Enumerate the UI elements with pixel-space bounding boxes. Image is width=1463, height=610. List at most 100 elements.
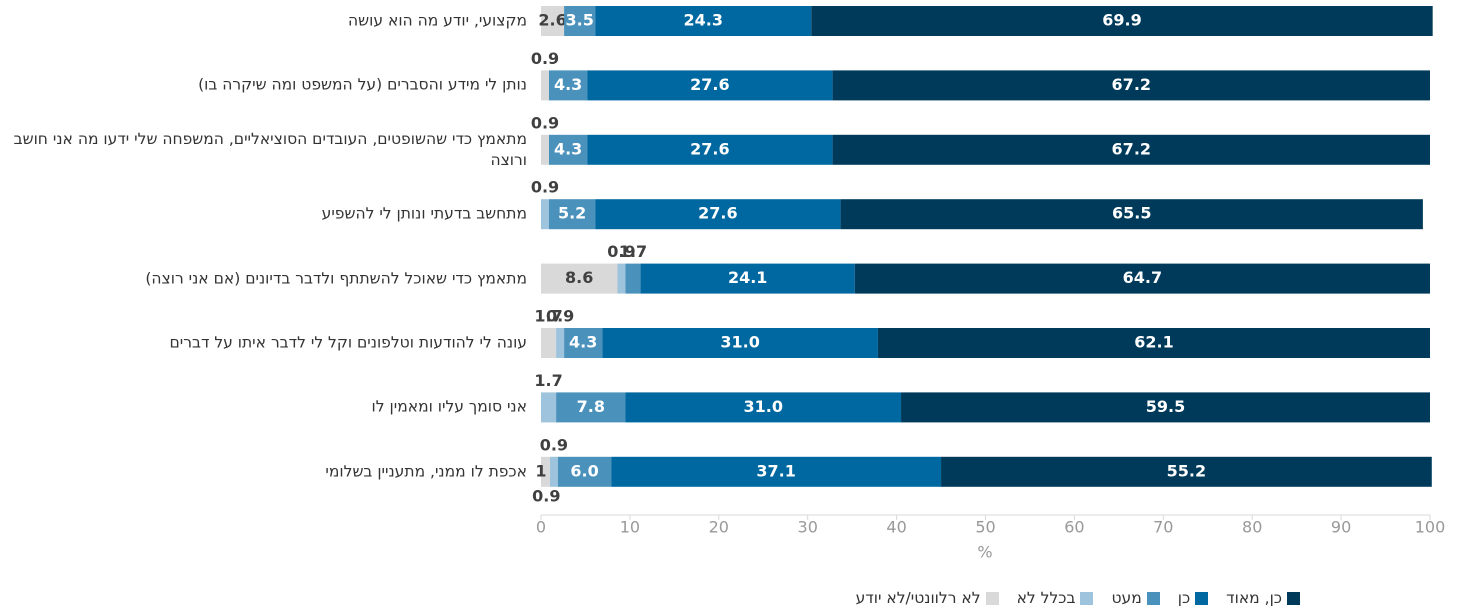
x-tick-label: 80 <box>1242 518 1262 537</box>
data-label: 6.0 <box>570 461 598 480</box>
bar-segment <box>625 392 902 423</box>
data-label: 0.9 <box>607 242 635 261</box>
legend-label: מעט <box>1111 589 1142 607</box>
category-label: מתאמץ כדי שאוכל להשתתף ולדבר בדיונים (אם… <box>145 269 527 288</box>
bar-segment <box>832 134 1430 165</box>
x-tick-label: 40 <box>886 518 906 537</box>
legend-label: כן <box>1177 589 1191 607</box>
data-label: 2.6 <box>538 11 566 30</box>
data-label: 0.9 <box>531 113 559 132</box>
legend-item: כן, מאוד <box>1226 589 1300 607</box>
legend-label: כן, מאוד <box>1226 589 1282 607</box>
legend-swatch <box>1287 591 1300 605</box>
data-label: 69.9 <box>1102 11 1141 30</box>
bar-segment <box>541 6 565 36</box>
x-tick-label: 100 <box>1415 518 1446 537</box>
data-label: 31.0 <box>720 333 759 352</box>
category-label: נותן לי מידע והסברים (על המשפט ומה שיקרה… <box>198 75 527 94</box>
x-axis-label: % <box>977 543 992 562</box>
annotation: 0.9 <box>532 486 560 505</box>
category-label: אכפת לו ממני, מתעניין בשלומי <box>325 462 527 481</box>
bar-segment <box>549 456 558 487</box>
bar-segment <box>556 328 565 358</box>
legend-item: לא רלוונטי/לא יודע <box>856 589 999 607</box>
bar-segment <box>549 199 596 230</box>
bar-segment <box>640 263 855 294</box>
bar-segment <box>811 6 1433 36</box>
bar-segment <box>877 328 1430 358</box>
x-tick-label: 0 <box>536 518 546 537</box>
legend-item: מעט <box>1111 589 1160 607</box>
bar-segment <box>625 263 641 294</box>
data-label: 24.3 <box>684 11 723 30</box>
data-label: 67.2 <box>1112 139 1151 158</box>
data-label: 67.2 <box>1112 75 1151 94</box>
legend-item: כן <box>1177 589 1209 607</box>
legend-swatch <box>1146 591 1160 605</box>
x-tick-label: 60 <box>1064 518 1084 537</box>
data-label: 1.7 <box>619 242 647 261</box>
bar-segment <box>549 70 588 101</box>
x-tick-label: 20 <box>709 518 729 537</box>
bar-segment <box>587 70 833 101</box>
data-label: 59.5 <box>1146 397 1185 416</box>
data-label: 7.8 <box>577 397 605 416</box>
legend: כן, מאוד כן מעט בכלל לא לא רלוונטי/לא יודע <box>700 589 1300 607</box>
x-tick-label: 50 <box>975 518 995 537</box>
bar-segment <box>595 6 812 36</box>
legend-item: בכלל לא <box>1017 589 1094 607</box>
x-tick-label: 90 <box>1331 518 1351 537</box>
bar-segment <box>832 70 1430 101</box>
bar-segment <box>840 199 1423 230</box>
data-label: 27.6 <box>690 139 729 158</box>
bar-segment <box>617 263 626 294</box>
legend-swatch <box>1080 591 1094 605</box>
data-label: 31.0 <box>744 397 783 416</box>
bar-segment <box>602 328 878 358</box>
data-label: 0.9 <box>531 178 559 197</box>
bar-segment <box>564 328 603 358</box>
data-label: 1.7 <box>534 371 562 390</box>
bar-segment <box>541 263 618 294</box>
legend-label: בכלל לא <box>1016 589 1076 607</box>
x-tick-label: 30 <box>798 518 818 537</box>
category-label: עונה לי להודעות וטלפונים וקל לי לדבר אית… <box>169 333 527 352</box>
legend-swatch <box>985 591 999 605</box>
bar-segment <box>564 6 596 36</box>
data-label: 8.6 <box>565 268 593 287</box>
data-label: 24.1 <box>728 268 767 287</box>
bar-segment <box>541 456 550 487</box>
bar-segment <box>611 456 942 487</box>
data-label: 62.1 <box>1134 333 1173 352</box>
bar-segment <box>854 263 1430 294</box>
bar-segment <box>541 328 557 358</box>
bar-segment <box>556 392 626 423</box>
data-label: 27.6 <box>690 75 729 94</box>
category-label: מתחשב בדעתי ונותן לי להשפיע <box>321 204 527 223</box>
category-label: מתאמץ כדי שהשופטים, העובדים הסוציאליים, … <box>13 129 527 169</box>
bar-segment <box>595 199 841 230</box>
data-label: 0.9 <box>540 435 568 454</box>
data-label: 27.6 <box>698 204 737 223</box>
bar-segment <box>557 456 612 487</box>
data-label: 55.2 <box>1167 461 1206 480</box>
bar-segment <box>541 134 550 165</box>
bar-segment <box>541 392 557 423</box>
bar-segment <box>541 199 550 230</box>
data-label: 1 <box>535 461 546 480</box>
data-label: 3.5 <box>565 11 593 30</box>
data-label: 4.3 <box>554 75 582 94</box>
legend-swatch <box>1195 591 1209 605</box>
data-label: 65.5 <box>1112 204 1151 223</box>
data-label: 0.9 <box>531 49 559 68</box>
bar-segment <box>941 456 1432 487</box>
bar-segment <box>587 134 833 165</box>
data-label: 37.1 <box>756 461 795 480</box>
data-label: 64.7 <box>1123 268 1162 287</box>
bar-segment <box>549 134 588 165</box>
x-tick-label: 70 <box>1153 518 1173 537</box>
bar-segment <box>901 392 1430 423</box>
data-label: 4.3 <box>554 139 582 158</box>
category-label: מקצועי, יודע מה הוא עושה <box>348 11 527 30</box>
